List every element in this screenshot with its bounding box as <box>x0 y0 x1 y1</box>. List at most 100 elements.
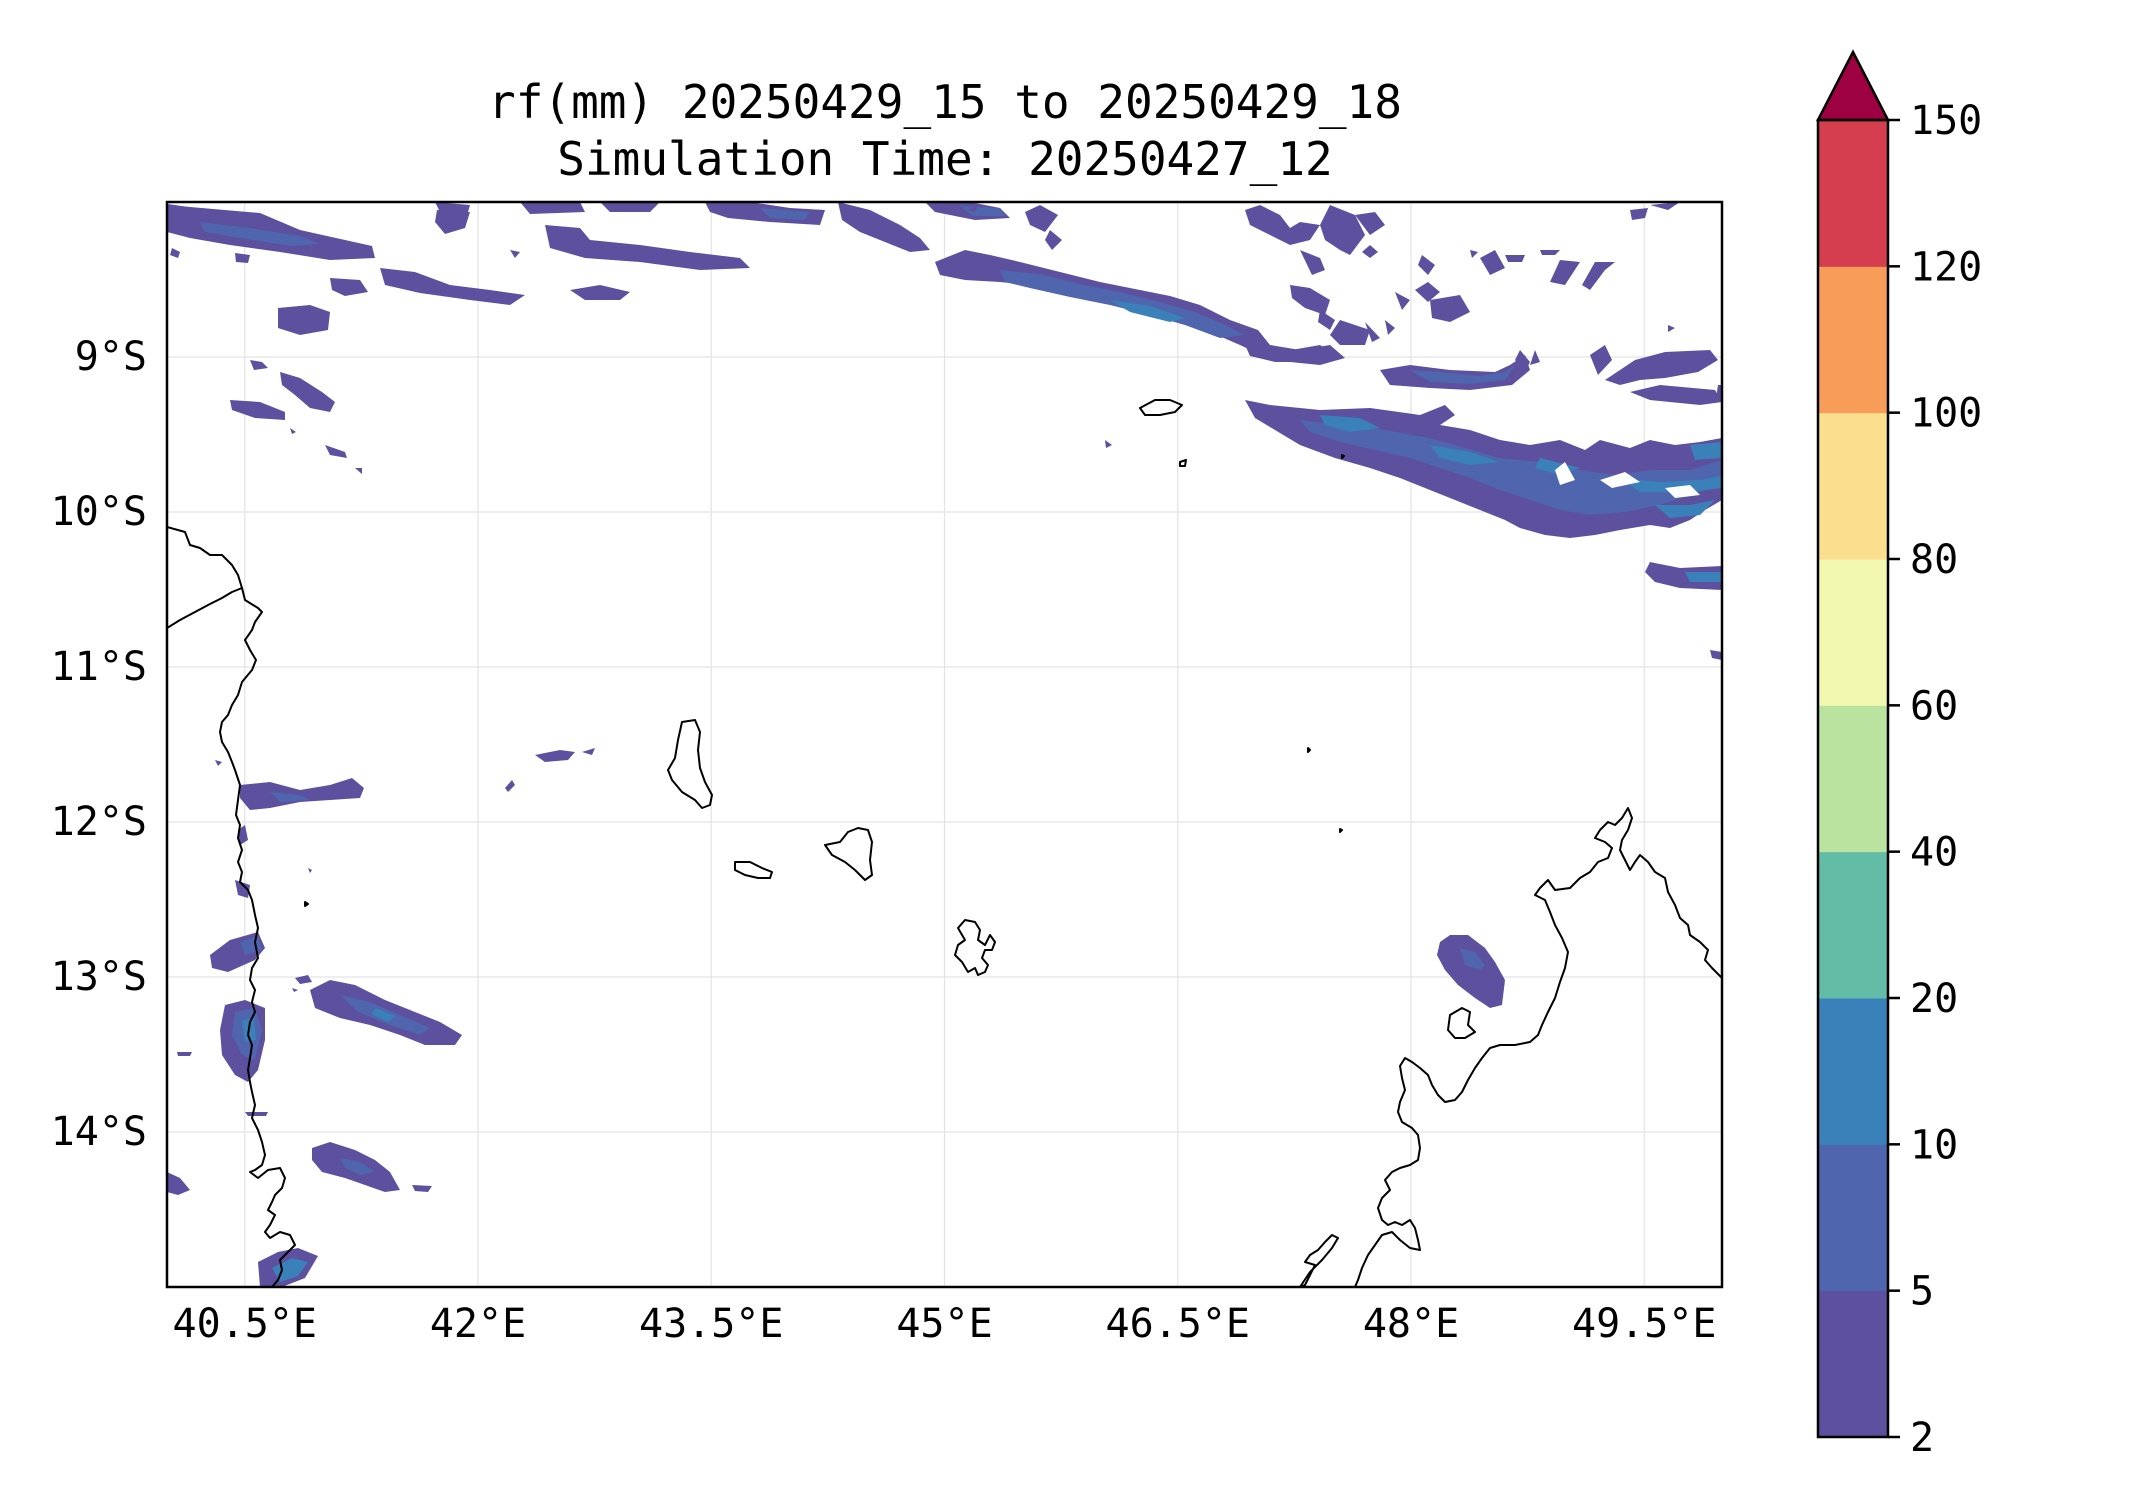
rain-field <box>230 400 285 420</box>
rain-field <box>1415 282 1440 302</box>
rain-field <box>1330 320 1370 345</box>
rain-field <box>1600 472 1640 488</box>
rain-field <box>1395 292 1410 310</box>
rain-field <box>235 253 250 263</box>
lon-tick-label: 43.5°E <box>639 1301 784 1347</box>
rain-field <box>1245 345 1335 362</box>
rain-field <box>292 988 298 992</box>
island-tiny <box>304 901 309 907</box>
colorbar-tick-label: 10 <box>1910 1122 1958 1168</box>
island-tiny <box>1307 747 1311 753</box>
lat-tick-label: 11°S <box>51 644 147 690</box>
rain-field <box>570 285 630 300</box>
rain-field <box>290 428 296 434</box>
rain-field <box>1410 365 1515 384</box>
rain-field <box>1650 202 1680 210</box>
rain-field <box>270 792 310 802</box>
rain-field <box>1620 476 1722 492</box>
lat-tick-label: 12°S <box>51 799 147 845</box>
rain-field <box>250 360 268 370</box>
rain-field <box>1716 385 1722 400</box>
rain-field <box>200 222 320 246</box>
rainfall-fields <box>167 202 1722 1287</box>
rain-field <box>1665 485 1700 498</box>
lon-tick-label: 45°E <box>896 1301 992 1347</box>
rain-field <box>535 750 575 762</box>
island-glorieuses <box>1139 399 1183 416</box>
colorbar-segment <box>1818 1144 1888 1292</box>
lon-tick-label: 40.5°E <box>173 1301 318 1347</box>
rain-field <box>1690 442 1722 460</box>
coastline-nosy-be <box>1447 1007 1476 1039</box>
rain-field <box>1320 205 1365 255</box>
colorbar-segment <box>1818 266 1888 414</box>
rain-field <box>1550 260 1580 285</box>
colorbar-tick-label: 2 <box>1910 1415 1934 1461</box>
rain-field <box>1385 320 1395 335</box>
rain-field <box>170 248 180 258</box>
rain-field <box>168 204 210 222</box>
rain-field <box>760 208 810 220</box>
colorbar-tick-label: 120 <box>1910 244 1982 290</box>
colorbar-segment <box>1818 412 1888 560</box>
rain-field <box>1630 385 1722 405</box>
rain-field <box>412 1185 432 1192</box>
rain-field <box>380 268 525 305</box>
map-subtitle: Simulation Time: 20250427_12 <box>557 132 1332 186</box>
lon-tick-label: 46.5°E <box>1106 1301 1251 1347</box>
rain-field <box>1430 295 1470 322</box>
coastline-madagascar <box>1354 807 1722 1287</box>
rain-field <box>1540 250 1560 255</box>
rain-field <box>1437 935 1505 1008</box>
rain-field <box>235 880 250 898</box>
rain-field <box>1480 250 1505 275</box>
island-moheli <box>734 861 773 879</box>
rain-field <box>505 780 515 792</box>
rain-field <box>238 825 248 845</box>
rain-field <box>1645 562 1722 590</box>
rain-field <box>1460 948 1485 970</box>
latitude-ticks: 9°S 10°S 11°S 12°S 13°S 14°S <box>51 334 147 1155</box>
rain-field <box>1025 205 1058 232</box>
island-anjouan <box>824 827 873 881</box>
colorbar: 2 5 10 20 40 60 80 100 120 150 <box>1815 49 1982 1461</box>
rain-field <box>1418 255 1435 275</box>
rain-field <box>435 202 470 212</box>
rain-field <box>1430 445 1500 465</box>
longitude-ticks: 40.5°E 42°E 43.5°E 45°E 46.5°E 48°E 49.5°E <box>173 1301 1717 1347</box>
rain-field <box>340 1158 375 1175</box>
lat-tick-label: 13°S <box>51 954 147 1000</box>
rain-field <box>355 468 362 474</box>
rain-field <box>1300 420 1722 515</box>
island-mayotte <box>954 919 996 976</box>
lat-tick-label: 10°S <box>51 489 147 535</box>
rain-field <box>245 1112 268 1116</box>
rain-field <box>1470 250 1478 258</box>
island-grande-comore <box>667 719 713 809</box>
colorbar-segment <box>1818 559 1888 706</box>
rain-field <box>330 278 368 296</box>
rain-field <box>1555 462 1575 485</box>
rain-field <box>372 1008 395 1022</box>
rain-field <box>1655 500 1715 518</box>
rain-field <box>1590 345 1612 375</box>
map-frame <box>165 200 1724 1289</box>
rain-field <box>1318 310 1335 330</box>
rain-field <box>1290 285 1330 315</box>
rain-field <box>308 868 312 873</box>
colorbar-tick-label: 80 <box>1910 537 1958 583</box>
rain-field <box>1245 205 1320 245</box>
rain-field <box>1668 325 1675 332</box>
map-title: rf(mm) 20250429_15 to 20250429_18 <box>488 75 1402 129</box>
rain-field <box>1710 650 1722 660</box>
island-tiny <box>1341 454 1345 459</box>
rain-field <box>1110 300 1185 322</box>
rain-field <box>1530 350 1540 365</box>
rain-field <box>1365 322 1380 342</box>
colorbar-tick-label: 100 <box>1910 391 1982 437</box>
rain-field <box>215 760 222 766</box>
lon-tick-label: 49.5°E <box>1572 1301 1717 1347</box>
rain-field <box>510 250 520 258</box>
rain-field <box>1605 350 1718 385</box>
